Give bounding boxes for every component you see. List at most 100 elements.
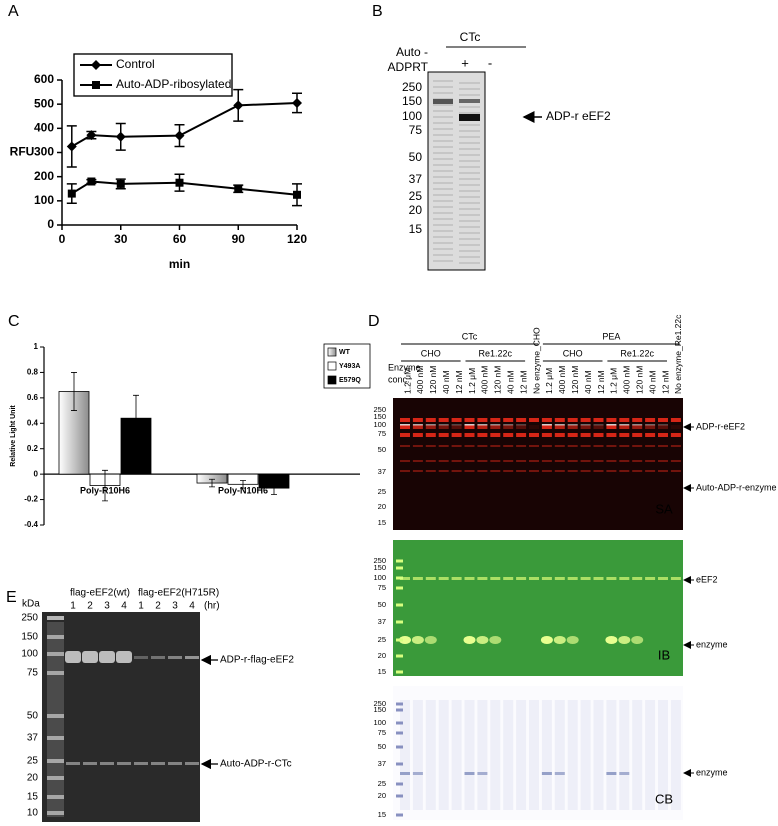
decoration	[396, 654, 403, 658]
y-tick-label: 500	[34, 96, 54, 110]
treatment-label: Auto -	[396, 45, 428, 59]
decoration	[503, 460, 514, 462]
decoration	[632, 424, 643, 426]
decoration	[503, 470, 514, 472]
decoration	[396, 745, 403, 749]
decoration	[645, 460, 656, 462]
marker-label: 15	[378, 667, 386, 676]
decoration	[464, 577, 475, 580]
group-label: PEA	[602, 331, 620, 341]
decoration	[516, 433, 527, 437]
decoration	[490, 424, 501, 426]
legend-box	[73, 53, 233, 97]
decoration	[464, 433, 475, 437]
decoration	[670, 433, 681, 437]
decoration	[645, 425, 656, 429]
marker-label: 50	[27, 711, 39, 722]
decoration	[433, 116, 453, 118]
decoration	[400, 460, 410, 462]
decoration	[631, 636, 644, 644]
decoration	[658, 425, 668, 429]
y-tick-label: 300	[34, 145, 54, 159]
decoration	[606, 577, 617, 580]
decoration	[438, 425, 449, 429]
decoration	[670, 418, 681, 422]
error-bar	[133, 394, 139, 442]
legend-swatch	[327, 375, 337, 385]
decoration	[645, 433, 656, 437]
decoration	[433, 86, 453, 88]
marker-label: 15	[378, 810, 386, 819]
decoration	[606, 460, 617, 462]
decoration	[393, 398, 683, 530]
marker-label: 75	[378, 583, 386, 592]
decoration	[503, 418, 514, 422]
decoration	[554, 433, 565, 437]
decoration	[580, 470, 591, 472]
decoration	[670, 445, 681, 447]
decoration	[433, 99, 453, 104]
marker-label: 250	[373, 699, 386, 708]
decoration	[645, 470, 656, 472]
decoration	[477, 445, 488, 447]
decoration	[541, 772, 552, 775]
lane-label: 4	[121, 601, 127, 612]
marker-label: 100	[373, 420, 386, 429]
decoration	[477, 425, 488, 429]
decoration	[529, 445, 539, 447]
decoration	[47, 795, 64, 799]
decoration	[82, 651, 98, 663]
decoration	[632, 433, 643, 437]
decoration	[477, 460, 488, 462]
point	[293, 190, 301, 199]
error-bar	[240, 480, 246, 489]
marker-label: 20	[409, 203, 423, 217]
decoration	[645, 700, 656, 810]
y-tick-label: 600	[34, 72, 54, 86]
marker-label: 25	[409, 189, 423, 203]
decoration	[632, 418, 643, 422]
marker-label: 150	[373, 412, 386, 421]
decoration	[459, 250, 480, 252]
lane-label: 1.2 μM	[544, 368, 554, 394]
decoration	[433, 194, 453, 196]
group-label: CTc	[462, 331, 478, 341]
x-tick-label: 120	[287, 232, 307, 246]
decoration	[117, 762, 131, 765]
subgroup-label: Re1.22c	[620, 348, 654, 358]
subgroup-label: CHO	[563, 348, 583, 358]
decoration	[632, 700, 643, 810]
decoration	[425, 700, 436, 810]
decoration	[412, 418, 423, 422]
y-tick-label: 200	[34, 169, 54, 183]
decoration	[459, 114, 480, 121]
decoration	[580, 577, 591, 580]
decoration	[433, 188, 453, 190]
panel-label: B	[372, 3, 383, 20]
marker-label: 20	[27, 773, 39, 784]
decoration	[464, 700, 475, 810]
group-label: flag-eEF2(wt)	[70, 588, 130, 599]
legend-label: E579Q	[339, 377, 361, 384]
lane-label: No enzyme_Re1.22c	[673, 314, 683, 394]
decoration	[540, 636, 553, 644]
y-tick-label: 0	[47, 217, 54, 231]
legend-swatch	[327, 361, 337, 371]
x-tick-label: 0	[59, 232, 66, 246]
lane-label: 1	[70, 601, 76, 612]
decoration	[580, 460, 591, 462]
decoration	[619, 425, 630, 429]
decoration	[99, 651, 115, 663]
decoration	[412, 433, 423, 437]
lane-label: 400 nM	[557, 366, 567, 394]
decoration	[438, 424, 449, 426]
decoration	[670, 425, 681, 429]
decoration	[645, 424, 656, 426]
decoration	[670, 700, 681, 810]
decoration	[65, 651, 81, 663]
decoration	[433, 206, 453, 208]
decoration	[459, 190, 480, 192]
lane-label: 120 nM	[634, 366, 644, 394]
lane-label: 12 nM	[660, 370, 670, 394]
decoration	[396, 620, 403, 624]
